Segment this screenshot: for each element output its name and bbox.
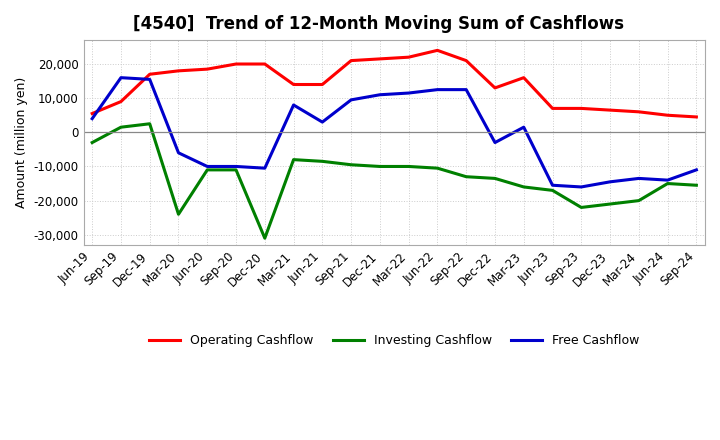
Operating Cashflow (174, 68, 183, 73)
Investing Cashflow (606, 202, 614, 207)
Text: [4540]  Trend of 12-Month Moving Sum of Cashflows: [4540] Trend of 12-Month Moving Sum of C… (133, 15, 624, 33)
Operating Cashflow (347, 58, 356, 63)
Free Cashflow (577, 184, 585, 190)
Line: Operating Cashflow: Operating Cashflow (92, 50, 696, 117)
Operating Cashflow (606, 107, 614, 113)
Investing Cashflow (519, 184, 528, 190)
Free Cashflow (261, 165, 269, 171)
Investing Cashflow (663, 181, 672, 186)
Free Cashflow (232, 164, 240, 169)
Investing Cashflow (577, 205, 585, 210)
Investing Cashflow (289, 157, 298, 162)
Investing Cashflow (692, 183, 701, 188)
Operating Cashflow (462, 58, 470, 63)
Free Cashflow (405, 90, 413, 95)
Operating Cashflow (117, 99, 125, 104)
Free Cashflow (88, 116, 96, 121)
Legend: Operating Cashflow, Investing Cashflow, Free Cashflow: Operating Cashflow, Investing Cashflow, … (144, 329, 644, 352)
Free Cashflow (490, 140, 499, 145)
Free Cashflow (145, 77, 154, 82)
Free Cashflow (606, 179, 614, 184)
Free Cashflow (347, 97, 356, 103)
Investing Cashflow (318, 159, 327, 164)
Investing Cashflow (117, 125, 125, 130)
Investing Cashflow (634, 198, 643, 203)
Free Cashflow (462, 87, 470, 92)
Free Cashflow (548, 183, 557, 188)
Operating Cashflow (433, 48, 442, 53)
Free Cashflow (318, 119, 327, 125)
Free Cashflow (663, 177, 672, 183)
Y-axis label: Amount (million yen): Amount (million yen) (15, 77, 28, 208)
Investing Cashflow (88, 140, 96, 145)
Operating Cashflow (634, 109, 643, 114)
Operating Cashflow (318, 82, 327, 87)
Investing Cashflow (433, 165, 442, 171)
Operating Cashflow (692, 114, 701, 120)
Line: Free Cashflow: Free Cashflow (92, 78, 696, 187)
Free Cashflow (289, 103, 298, 108)
Operating Cashflow (519, 75, 528, 81)
Free Cashflow (634, 176, 643, 181)
Operating Cashflow (663, 113, 672, 118)
Free Cashflow (519, 125, 528, 130)
Operating Cashflow (490, 85, 499, 91)
Operating Cashflow (88, 111, 96, 116)
Operating Cashflow (145, 72, 154, 77)
Investing Cashflow (405, 164, 413, 169)
Free Cashflow (174, 150, 183, 155)
Free Cashflow (433, 87, 442, 92)
Operating Cashflow (203, 66, 212, 72)
Investing Cashflow (462, 174, 470, 180)
Free Cashflow (692, 167, 701, 172)
Operating Cashflow (289, 82, 298, 87)
Operating Cashflow (261, 61, 269, 66)
Investing Cashflow (145, 121, 154, 126)
Investing Cashflow (548, 188, 557, 193)
Operating Cashflow (232, 61, 240, 66)
Investing Cashflow (490, 176, 499, 181)
Investing Cashflow (174, 212, 183, 217)
Investing Cashflow (376, 164, 384, 169)
Operating Cashflow (577, 106, 585, 111)
Line: Investing Cashflow: Investing Cashflow (92, 124, 696, 238)
Investing Cashflow (232, 167, 240, 172)
Investing Cashflow (203, 167, 212, 172)
Operating Cashflow (376, 56, 384, 62)
Investing Cashflow (347, 162, 356, 167)
Operating Cashflow (548, 106, 557, 111)
Investing Cashflow (261, 235, 269, 241)
Free Cashflow (203, 164, 212, 169)
Free Cashflow (117, 75, 125, 81)
Operating Cashflow (405, 55, 413, 60)
Free Cashflow (376, 92, 384, 97)
